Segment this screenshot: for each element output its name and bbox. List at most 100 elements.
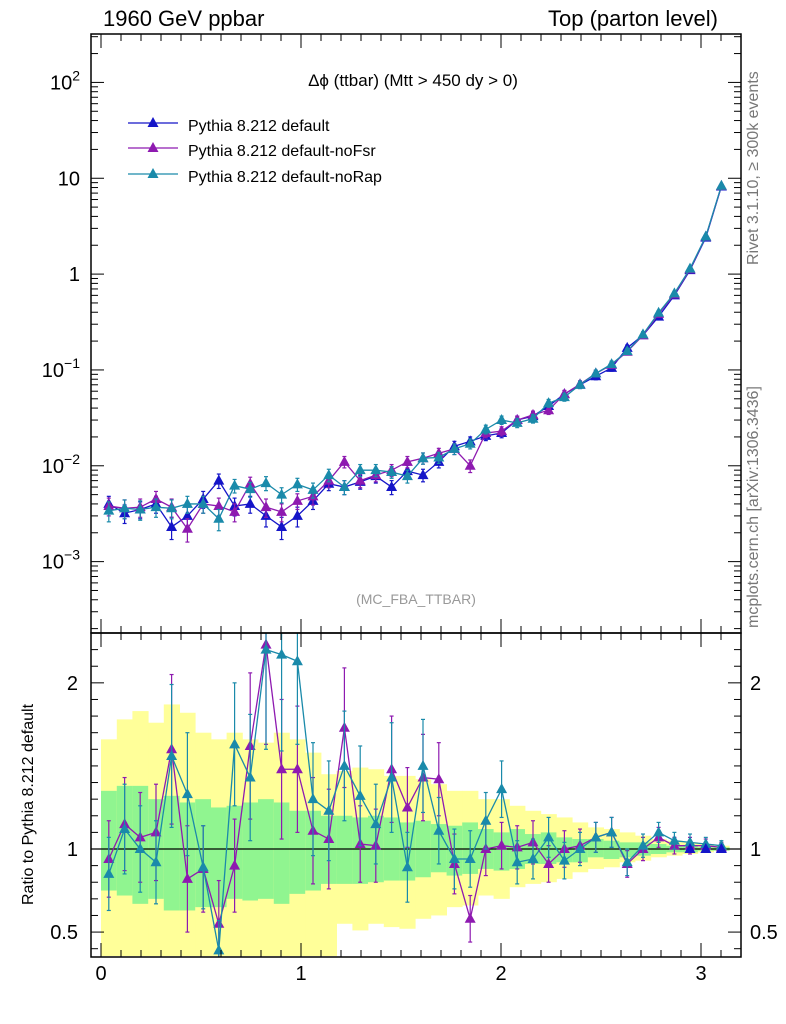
ratio-point-marker (653, 826, 665, 837)
main-point-marker (464, 437, 476, 448)
ratio-y-tick-label: 1 (67, 839, 78, 861)
ratio-point-marker (244, 771, 256, 782)
main-point-marker (715, 179, 727, 190)
ratio-point-marker (197, 861, 209, 872)
ratio-point-marker (668, 834, 680, 845)
main-series-0 (103, 180, 727, 541)
legend-marker (147, 117, 159, 127)
ratio-point-marker (433, 824, 445, 835)
main-line-2 (108, 185, 723, 520)
main-point-marker (150, 501, 162, 512)
legend-marker (147, 142, 159, 152)
x-tick-label: 2 (495, 963, 506, 985)
ratio-point-marker (401, 801, 413, 812)
main-point-marker (260, 501, 272, 512)
main-point-marker (621, 345, 633, 356)
main-point-marker (417, 469, 429, 480)
x-tick-label: 3 (695, 963, 706, 985)
ratio-series-1 (103, 633, 727, 957)
main-point-marker (276, 505, 288, 516)
main-point-marker (213, 500, 225, 511)
main-point-marker (417, 452, 429, 463)
ratio-point-marker (213, 944, 225, 955)
legend-label-default: Pythia 8.212 default (188, 118, 330, 135)
main-point-marker (244, 497, 256, 508)
ratio-point-marker (260, 643, 272, 654)
ratio-point-marker (150, 856, 162, 867)
main-point-marker (480, 423, 492, 434)
y-tick-label: 10−2 (42, 451, 80, 478)
main-point-marker (700, 230, 712, 241)
ratio-point-marker (181, 788, 193, 799)
main-point-marker (496, 425, 508, 436)
main-point-marker (386, 481, 398, 492)
main-point-marker (276, 488, 288, 499)
ratio-point-marker (181, 872, 193, 883)
y-tick-label: 10 (58, 168, 80, 190)
ratio-point-marker (684, 836, 696, 847)
main-point-marker (291, 494, 303, 505)
ratio-point-marker (276, 648, 288, 659)
ratio-point-marker (370, 818, 382, 829)
main-point-marker (448, 442, 460, 453)
main-point-marker (558, 391, 570, 402)
analysis-watermark: (MC_FBA_TTBAR) (356, 591, 476, 607)
ratio-y-tick-label-right: 1 (750, 839, 761, 861)
x-tick-label: 1 (295, 963, 306, 985)
main-point-marker (338, 481, 350, 492)
ratio-point-marker (606, 826, 618, 837)
legend: Pythia 8.212 default Pythia 8.212 defaul… (188, 118, 382, 186)
ratio-y-tick-label: 2 (67, 673, 78, 695)
main-point-marker (354, 464, 366, 475)
main-point-marker (401, 470, 413, 481)
main-point-marker (197, 497, 209, 508)
ratio-y-tick-label-right: 2 (750, 673, 761, 695)
ratio-point-marker (558, 854, 570, 865)
ratio-point-marker (543, 831, 555, 842)
main-line-1 (108, 185, 723, 530)
main-point-marker (181, 497, 193, 508)
main-plot-title: Δϕ (ttbar) (Mtt > 450 dy > 0) (308, 71, 518, 90)
ratio-point-marker (527, 852, 539, 863)
ratio-point-marker (338, 759, 350, 770)
ratio-y-tick-label: 0.5 (50, 922, 78, 944)
main-point-marker (653, 306, 665, 317)
x-tick-label: 0 (95, 963, 106, 985)
main-point-marker (527, 412, 539, 423)
main-point-marker (511, 416, 523, 427)
ratio-plot-frame (90, 632, 742, 958)
main-point-marker (543, 397, 555, 408)
ratio-point-marker (543, 857, 555, 868)
main-point-marker (354, 474, 366, 485)
ratio-point-marker (229, 859, 241, 870)
main-point-marker (166, 520, 178, 531)
ratio-point-marker (417, 759, 429, 770)
main-point-marker (637, 328, 649, 339)
main-line-0 (108, 186, 723, 528)
y-tick-label: 10−1 (42, 355, 80, 382)
ratio-reference-points (684, 843, 727, 853)
ratio-point-marker (166, 749, 178, 760)
ratio-point-marker (291, 763, 303, 774)
main-point-marker (134, 503, 146, 514)
green-band-bin (211, 807, 227, 908)
main-point-marker (150, 493, 162, 504)
main-point-marker (213, 474, 225, 485)
y-tick-label: 102 (50, 67, 80, 94)
ratio-y-tick-label-right: 0.5 (750, 922, 778, 944)
main-point-marker (496, 414, 508, 425)
ratio-point-marker (307, 793, 319, 804)
ratio-point-marker (119, 823, 131, 834)
main-point-marker (574, 378, 586, 389)
main-point-marker (668, 287, 680, 298)
ratio-reference-marker (715, 843, 727, 853)
ratio-point-marker (448, 852, 460, 863)
main-point-marker (213, 512, 225, 523)
main-point-marker (386, 466, 398, 477)
y-tick-label: 10−3 (42, 547, 80, 574)
ratio-point-marker (590, 831, 602, 842)
ratio-point-marker (574, 843, 586, 853)
green-band-bin (242, 802, 259, 901)
main-point-marker (229, 479, 241, 490)
